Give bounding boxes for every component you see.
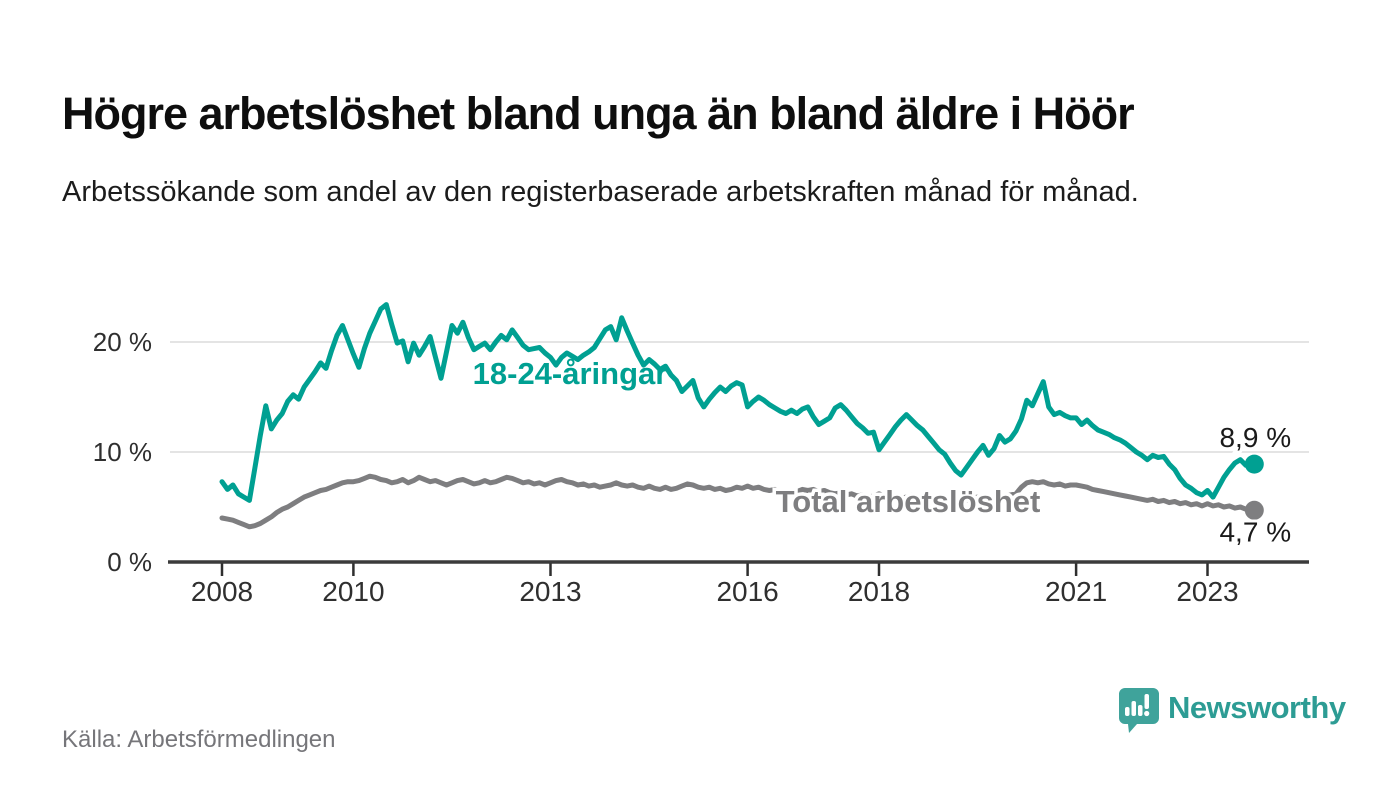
end-dot-young bbox=[1244, 454, 1264, 474]
x-tick-label-2010: 2010 bbox=[322, 576, 384, 607]
y-tick-label-20: 20 % bbox=[93, 327, 152, 357]
end-dot-total bbox=[1244, 500, 1264, 520]
source-note: Källa: Arbetsförmedlingen bbox=[62, 726, 336, 753]
y-tick-label-10: 10 % bbox=[93, 437, 152, 467]
x-tick-label-2018: 2018 bbox=[848, 576, 910, 607]
end-value-label-young: 8,9 % bbox=[1219, 422, 1291, 453]
y-tick-label-0: 0 % bbox=[107, 547, 152, 577]
series-line-young bbox=[219, 302, 1254, 503]
newsworthy-logo-text: Newsworthy bbox=[1168, 690, 1346, 725]
bar-chart-icon bbox=[1125, 694, 1150, 717]
x-tick-label-2016: 2016 bbox=[716, 576, 778, 607]
newsworthy-logo-icon bbox=[1119, 688, 1159, 733]
page-title: Högre arbetslöshet bland unga än bland ä… bbox=[62, 88, 1135, 140]
end-value-label-total: 4,7 % bbox=[1219, 516, 1291, 547]
x-tick-label-2021: 2021 bbox=[1045, 576, 1107, 607]
series-label-young: 18-24-åringar bbox=[473, 356, 668, 391]
newsworthy-logo: Newsworthy bbox=[1112, 684, 1362, 740]
series-label-total: Total arbetslöshet bbox=[776, 484, 1041, 519]
x-tick-label-2008: 2008 bbox=[191, 576, 253, 607]
x-tick-label-2013: 2013 bbox=[519, 576, 581, 607]
chart-subtitle: Arbetssökande som andel av den registerb… bbox=[62, 176, 1139, 208]
series-line-total bbox=[219, 473, 1254, 530]
x-tick-label-2023: 2023 bbox=[1176, 576, 1238, 607]
